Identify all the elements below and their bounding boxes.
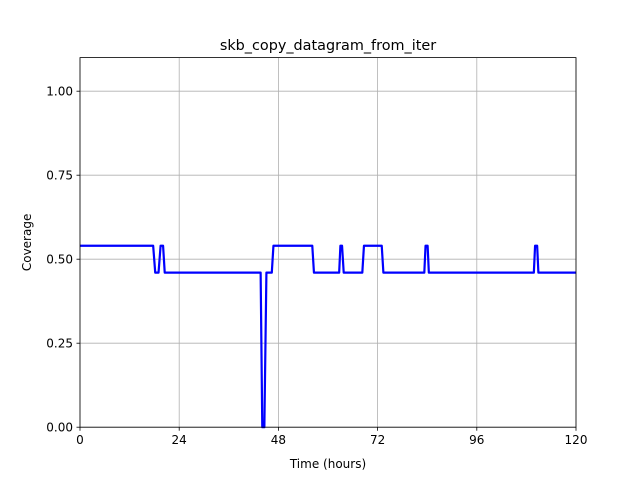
x-tick-label: 0 [76,433,84,447]
y-axis: 0.00 0.25 0.50 0.75 1.00 [46,85,80,435]
x-tick-label: 120 [565,433,588,447]
x-tick-label: 48 [271,433,286,447]
coverage-line [80,244,576,429]
y-axis-label: Coverage [20,214,34,272]
x-tick-label: 24 [172,433,187,447]
x-tick-label: 72 [370,433,385,447]
x-axis: 0 24 48 72 96 120 [76,427,587,447]
y-tick-label: 0.75 [46,169,73,183]
x-tick-label: 96 [469,433,484,447]
y-tick-label: 0.50 [46,253,73,267]
plot-frame [79,57,577,428]
y-tick-label: 1.00 [46,85,73,99]
chart-title: skb_copy_datagram_from_iter [220,38,436,54]
y-tick-label: 0.25 [46,337,73,351]
y-tick-label: 0.00 [46,421,73,435]
series-layer [80,244,576,429]
x-axis-label: Time (hours) [289,457,366,471]
